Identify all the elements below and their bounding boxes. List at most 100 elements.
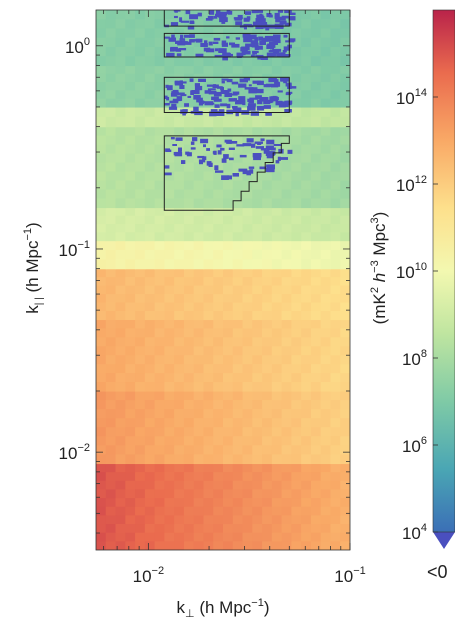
heatmap-cell	[281, 319, 292, 329]
heatmap-cell	[125, 37, 136, 48]
heatmap-cell	[144, 294, 156, 304]
negative-value-cell	[179, 85, 185, 89]
heatmap-cell	[262, 126, 273, 137]
heatmap-cell	[96, 454, 107, 465]
negative-value-cell	[202, 156, 207, 161]
heatmap-cell	[96, 240, 107, 251]
heatmap-cell	[310, 498, 322, 508]
heatmap-cell	[340, 180, 350, 191]
negative-value-cell	[237, 14, 243, 19]
heatmap-cell	[193, 427, 205, 437]
heatmap-cell	[183, 189, 195, 200]
heatmap-cell	[291, 207, 302, 217]
heatmap-cell	[144, 319, 156, 329]
heatmap-cell	[310, 171, 322, 182]
heatmap-cell	[135, 480, 146, 491]
heatmap-cell	[223, 249, 234, 260]
heatmap-cell	[271, 56, 283, 67]
negative-value-cell	[178, 150, 182, 153]
heatmap-cell	[154, 480, 165, 491]
heatmap-cell	[183, 506, 195, 516]
heatmap-cell	[281, 249, 292, 260]
negative-value-cell	[248, 84, 252, 87]
heatmap-cell	[174, 400, 185, 410]
heatmap-cell	[154, 506, 165, 516]
heatmap-cell	[330, 144, 341, 155]
heatmap-cell	[271, 328, 283, 338]
heatmap-cell	[223, 489, 234, 499]
heatmap-cell	[340, 472, 350, 482]
heatmap-cell	[105, 56, 117, 67]
heatmap-cell	[252, 498, 263, 508]
heatmap-cell	[310, 46, 322, 57]
heatmap-cell	[135, 180, 146, 191]
heatmap-cell	[330, 180, 341, 191]
heatmap-cell	[291, 489, 302, 499]
negative-value-cell	[257, 99, 263, 105]
heatmap-cell	[320, 106, 332, 118]
heatmap-cell	[154, 162, 165, 173]
heatmap-cell	[105, 498, 117, 508]
negative-value-cell	[279, 157, 288, 160]
negative-value-cell	[255, 18, 261, 23]
negative-value-cell	[253, 156, 261, 161]
heatmap-cell	[291, 215, 302, 225]
negative-value-cell	[221, 78, 229, 81]
heatmap-cell	[164, 162, 175, 173]
heatmap-cell	[271, 277, 283, 287]
heatmap-cell	[291, 249, 302, 260]
heatmap-cell	[183, 302, 195, 312]
heatmap-cell	[281, 240, 292, 251]
heatmap-cell	[183, 532, 195, 542]
heatmap-cell	[281, 409, 292, 419]
negative-value-cell	[220, 11, 228, 16]
heatmap-cell	[125, 454, 136, 465]
negative-value-cell	[261, 37, 270, 42]
heatmap-cell	[262, 463, 273, 473]
heatmap-cell	[301, 409, 312, 419]
heatmap-cell	[203, 56, 214, 67]
heatmap-cell	[330, 454, 341, 465]
heatmap-cell	[164, 189, 175, 200]
heatmap-cell	[164, 10, 175, 20]
heatmap-cell	[271, 346, 283, 356]
heatmap-cell	[291, 82, 302, 91]
heatmap-cell	[223, 294, 234, 304]
heatmap-cell	[340, 215, 350, 225]
heatmap-cell	[320, 285, 332, 295]
heatmap-cell	[262, 489, 273, 499]
heatmap-cell	[271, 215, 283, 225]
heatmap-cell	[330, 382, 341, 392]
negative-value-cell	[283, 46, 291, 51]
heatmap-cell	[135, 277, 146, 287]
negative-value-cell	[274, 82, 281, 87]
heatmap-cell	[320, 277, 332, 287]
negative-value-cell	[269, 100, 273, 104]
heatmap-cell	[105, 373, 117, 383]
heatmap-cell	[213, 373, 224, 383]
heatmap-cell	[164, 541, 175, 550]
heatmap-cell	[223, 259, 234, 270]
heatmap-cell	[310, 106, 322, 118]
heatmap-cell	[291, 37, 302, 48]
heatmap-cell	[174, 180, 185, 191]
heatmap-cell	[310, 391, 322, 401]
heatmap-cell	[154, 302, 165, 312]
heatmap-cell	[320, 180, 332, 191]
heatmap-cell	[193, 436, 205, 446]
heatmap-cell	[330, 294, 341, 304]
heatmap-cell	[135, 135, 146, 146]
heatmap-cell	[232, 445, 244, 455]
heatmap-cell	[252, 463, 263, 473]
heatmap-cell	[271, 171, 283, 182]
heatmap-cell	[96, 46, 107, 57]
heatmap-cell	[310, 310, 322, 321]
heatmap-cell	[105, 409, 117, 419]
heatmap-cell	[232, 46, 244, 57]
heatmap-cell	[262, 180, 273, 191]
heatmap-cell	[281, 37, 292, 48]
negative-value-cell	[285, 92, 291, 96]
heatmap-cell	[262, 37, 273, 48]
heatmap-cell	[340, 524, 350, 534]
negative-value-cell	[226, 36, 230, 39]
